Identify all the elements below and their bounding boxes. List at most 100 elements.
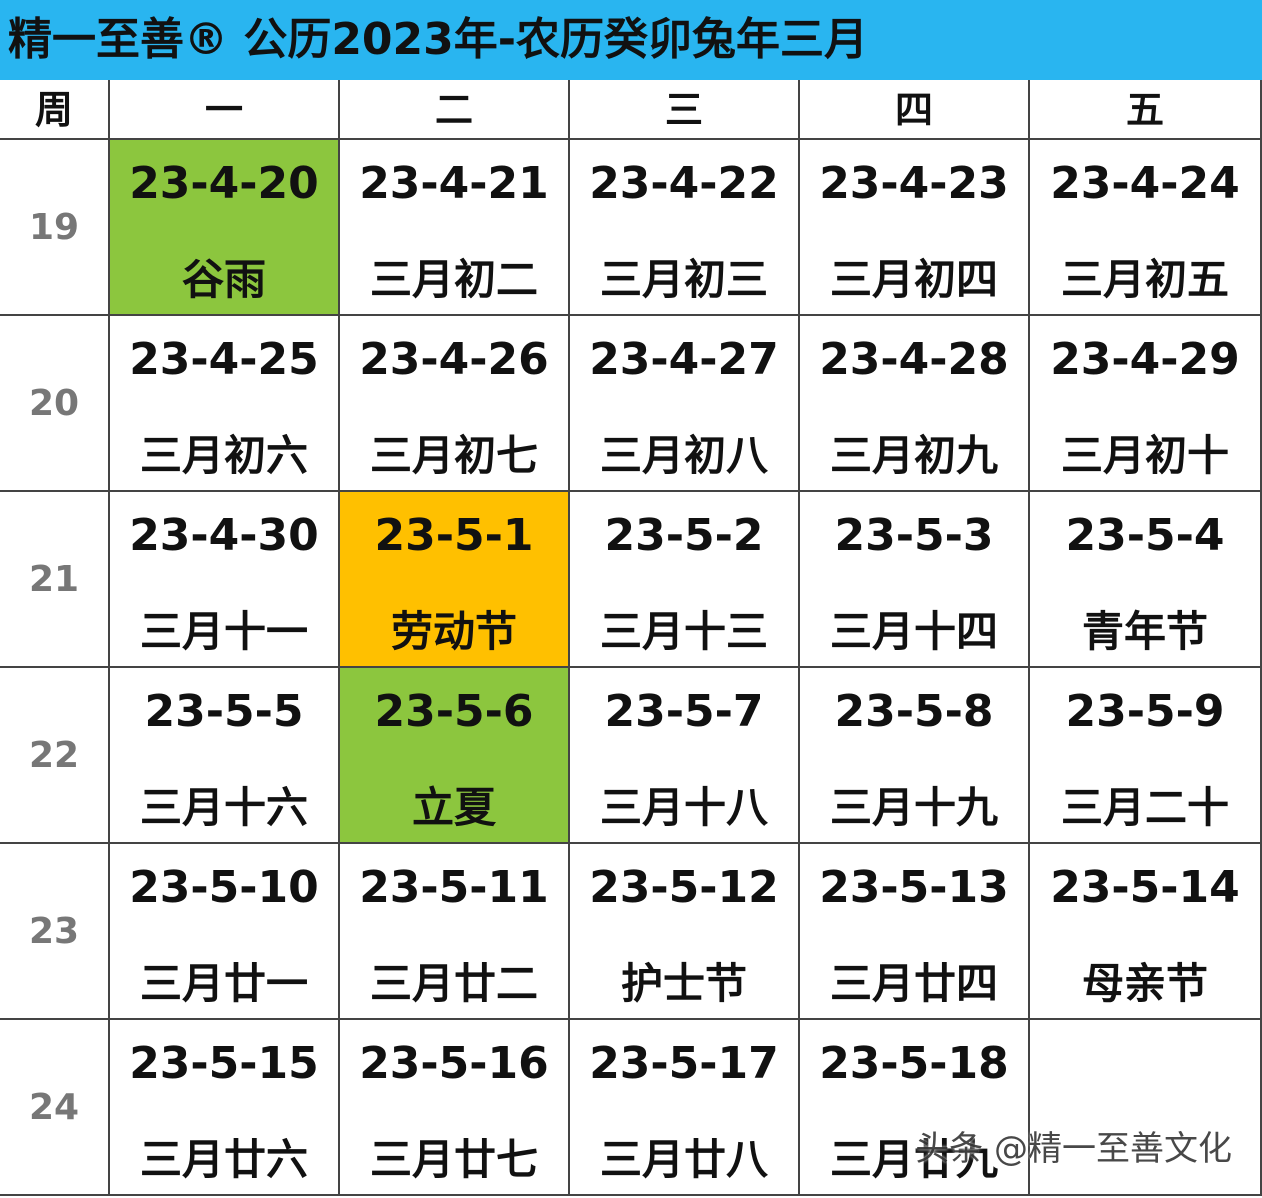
solar-date: 23-5-17	[589, 1038, 779, 1089]
column-header: 五	[1030, 80, 1262, 140]
lunar-date: 劳动节	[390, 607, 517, 656]
solar-date: 23-5-16	[359, 1038, 549, 1089]
lunar-date: 三月十四	[829, 607, 998, 656]
day-cell: 23-4-27 三月初八	[570, 316, 800, 492]
day-cell: 23-5-12 护士节	[570, 844, 800, 1020]
solar-date: 23-5-9	[1065, 686, 1225, 737]
lunar-date: 三月廿八	[599, 1135, 768, 1184]
week-number: 19	[0, 140, 110, 316]
solar-date: 23-5-6	[374, 686, 534, 737]
solar-date: 23-5-15	[129, 1038, 319, 1089]
day-cell: 23-4-30 三月十一	[110, 492, 340, 668]
lunar-date: 三月十六	[139, 783, 308, 832]
lunar-date: 三月廿四	[829, 959, 998, 1008]
solar-date: 23-4-30	[129, 510, 319, 561]
solar-date: 23-4-23	[819, 158, 1009, 209]
solar-date: 23-5-13	[819, 862, 1009, 913]
lunar-date: 三月十八	[599, 783, 768, 832]
lunar-date: 三月十三	[599, 607, 768, 656]
week-number: 24	[0, 1020, 110, 1196]
lunar-date: 三月初八	[599, 431, 768, 480]
lunar-date: 三月二十	[1060, 783, 1229, 832]
solar-date: 23-4-21	[359, 158, 549, 209]
week-number: 22	[0, 668, 110, 844]
solar-date: 23-5-1	[374, 510, 534, 561]
lunar-date: 三月初七	[369, 431, 538, 480]
solar-date: 23-4-20	[129, 158, 319, 209]
day-cell: 23-5-3 三月十四	[800, 492, 1030, 668]
solar-date: 23-5-12	[589, 862, 779, 913]
day-cell: 23-5-18 三月廿九	[800, 1020, 1030, 1196]
day-cell: 23-5-15 三月廿六	[110, 1020, 340, 1196]
column-header: 周	[0, 80, 110, 140]
lunar-date: 立夏	[411, 783, 496, 832]
lunar-date: 三月初五	[1060, 255, 1229, 304]
lunar-date: 三月廿二	[369, 959, 538, 1008]
lunar-date: 三月十九	[829, 783, 998, 832]
watermark: 头条 @精一至善文化	[915, 1129, 1232, 1169]
day-cell	[1030, 1020, 1262, 1196]
lunar-date: 三月初二	[369, 255, 538, 304]
day-cell: 23-5-6 立夏	[340, 668, 570, 844]
solar-date: 23-5-18	[819, 1038, 1009, 1089]
lunar-date: 三月廿九	[829, 1135, 998, 1184]
day-cell: 23-4-28 三月初九	[800, 316, 1030, 492]
column-header: 三	[570, 80, 800, 140]
lunar-date: 三月初十	[1060, 431, 1229, 480]
day-cell: 23-5-2 三月十三	[570, 492, 800, 668]
day-cell: 23-4-24 三月初五	[1030, 140, 1262, 316]
title: 精一至善® 公历2023年-农历癸卯兔年三月	[0, 0, 1262, 80]
solar-date: 23-5-10	[129, 862, 319, 913]
week-number: 20	[0, 316, 110, 492]
day-cell: 23-5-11 三月廿二	[340, 844, 570, 1020]
lunar-date: 护士节	[620, 959, 747, 1008]
lunar-date: 青年节	[1081, 607, 1208, 656]
lunar-date: 三月廿一	[139, 959, 308, 1008]
solar-date: 23-5-8	[834, 686, 994, 737]
lunar-date: 三月廿六	[139, 1135, 308, 1184]
lunar-date: 三月初九	[829, 431, 998, 480]
solar-date: 23-4-28	[819, 334, 1009, 385]
day-cell: 23-5-9 三月二十	[1030, 668, 1262, 844]
lunar-date: 三月初四	[829, 255, 998, 304]
solar-date: 23-5-7	[604, 686, 764, 737]
lunar-date: 谷雨	[181, 255, 266, 304]
solar-date: 23-5-14	[1050, 862, 1240, 913]
solar-date: 23-4-29	[1050, 334, 1240, 385]
day-cell: 23-5-16 三月廿七	[340, 1020, 570, 1196]
solar-date: 23-4-26	[359, 334, 549, 385]
day-cell: 23-4-20 谷雨	[110, 140, 340, 316]
week-number: 23	[0, 844, 110, 1020]
day-cell: 23-5-1 劳动节	[340, 492, 570, 668]
solar-date: 23-5-4	[1065, 510, 1225, 561]
solar-date: 23-5-3	[834, 510, 994, 561]
column-header: 一	[110, 80, 340, 140]
day-cell: 23-5-10 三月廿一	[110, 844, 340, 1020]
day-cell: 23-4-21 三月初二	[340, 140, 570, 316]
solar-date: 23-5-11	[359, 862, 549, 913]
day-cell: 23-4-23 三月初四	[800, 140, 1030, 316]
day-cell: 23-4-22 三月初三	[570, 140, 800, 316]
solar-date: 23-5-2	[604, 510, 764, 561]
day-cell: 23-5-5 三月十六	[110, 668, 340, 844]
day-cell: 23-5-14 母亲节	[1030, 844, 1262, 1020]
solar-date: 23-4-24	[1050, 158, 1240, 209]
day-cell: 23-5-17 三月廿八	[570, 1020, 800, 1196]
day-cell: 23-5-7 三月十八	[570, 668, 800, 844]
day-cell: 23-5-13 三月廿四	[800, 844, 1030, 1020]
week-number: 21	[0, 492, 110, 668]
day-cell: 23-5-8 三月十九	[800, 668, 1030, 844]
day-cell: 23-4-29 三月初十	[1030, 316, 1262, 492]
solar-date: 23-4-27	[589, 334, 779, 385]
lunar-date: 三月十一	[139, 607, 308, 656]
lunar-date: 三月初三	[599, 255, 768, 304]
day-cell: 23-4-25 三月初六	[110, 316, 340, 492]
lunar-date: 三月初六	[139, 431, 308, 480]
column-header: 二	[340, 80, 570, 140]
day-cell: 23-4-26 三月初七	[340, 316, 570, 492]
solar-date: 23-4-22	[589, 158, 779, 209]
lunar-date: 母亲节	[1081, 959, 1208, 1008]
column-header: 四	[800, 80, 1030, 140]
day-cell: 23-5-4 青年节	[1030, 492, 1262, 668]
